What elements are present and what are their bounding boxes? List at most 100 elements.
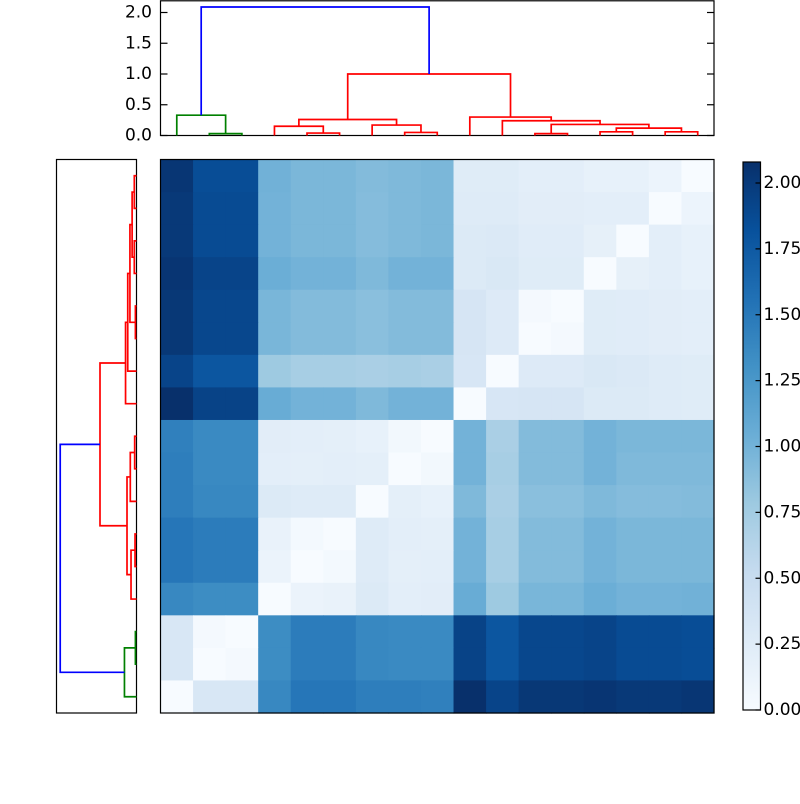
heatmap-cell [486, 257, 519, 290]
heatmap-cell [161, 680, 194, 713]
heatmap-cell [584, 680, 617, 713]
heatmap-cell [681, 160, 714, 193]
heatmap-cell [291, 420, 324, 453]
heatmap-cell [454, 322, 487, 355]
heatmap-cell [258, 615, 291, 648]
heatmap-cell [323, 485, 356, 518]
heatmap-cell [519, 615, 552, 648]
heatmap-cell [291, 225, 324, 258]
heatmap-cell [519, 680, 552, 713]
heatmap-cell [226, 485, 259, 518]
heatmap-cell [258, 453, 291, 486]
heatmap-cell [193, 290, 226, 323]
heatmap-cell [421, 355, 454, 388]
heatmap-cell [226, 453, 259, 486]
heatmap-cell [356, 453, 389, 486]
heatmap-cell [388, 322, 421, 355]
heatmap-cell [323, 160, 356, 193]
heatmap-cell [226, 550, 259, 583]
dendrogram-link [274, 126, 323, 135]
heatmap-cell [258, 387, 291, 420]
heatmap-cell [291, 257, 324, 290]
heatmap-cell [388, 453, 421, 486]
heatmap-cell [649, 453, 682, 486]
top-dendrogram [161, 1, 715, 136]
heatmap-cell [551, 680, 584, 713]
heatmap-cell [616, 257, 649, 290]
heatmap-cell [584, 257, 617, 290]
heatmap-cell [454, 453, 487, 486]
heatmap-cell [519, 160, 552, 193]
heatmap-cell [356, 387, 389, 420]
colorbar-tick-label: 0.50 [764, 568, 800, 588]
heatmap-cell [584, 192, 617, 225]
heatmap-cell [649, 160, 682, 193]
heatmap-cell [291, 485, 324, 518]
heatmap-cell [681, 485, 714, 518]
colorbar-tick-label: 0.25 [764, 634, 800, 654]
colorbar-tick-label: 2.00 [764, 173, 800, 193]
heatmap-cell [681, 680, 714, 713]
heatmap-cell [258, 583, 291, 616]
heatmap-cell [584, 518, 617, 551]
heatmap-cell [258, 355, 291, 388]
heatmap-cell [226, 615, 259, 648]
heatmap-cell [486, 453, 519, 486]
heatmap-cell [519, 550, 552, 583]
heatmap-cell [616, 518, 649, 551]
heatmap-cell [356, 160, 389, 193]
heatmap-cell [454, 583, 487, 616]
dendrogram-link [130, 453, 136, 502]
heatmap-cell [616, 160, 649, 193]
heatmap-cell [258, 648, 291, 681]
colorbar-bar [743, 162, 761, 710]
dendrogram-link [348, 74, 511, 120]
heatmap-cell [486, 290, 519, 323]
heatmap-cell [584, 160, 617, 193]
heatmap-cell [258, 192, 291, 225]
heatmap-cell [193, 225, 226, 258]
left-dendrogram-panel [57, 160, 137, 714]
heatmap-cell [551, 160, 584, 193]
heatmap-cell [551, 192, 584, 225]
heatmap-cell [388, 355, 421, 388]
heatmap-cell [454, 518, 487, 551]
heatmap-cell [681, 453, 714, 486]
heatmap-cell [584, 485, 617, 518]
heatmap-cell [323, 192, 356, 225]
heatmap-cell [258, 680, 291, 713]
heatmap-cell [323, 648, 356, 681]
heatmap-cell [421, 225, 454, 258]
heatmap-cell [388, 615, 421, 648]
heatmap-cell [551, 615, 584, 648]
heatmap-cell [616, 485, 649, 518]
heatmap-cell [519, 518, 552, 551]
heatmap-cell [551, 550, 584, 583]
heatmap-cell [193, 420, 226, 453]
heatmap-cell [421, 420, 454, 453]
heatmap-cell [388, 387, 421, 420]
heatmap-cell [486, 420, 519, 453]
heatmap-cell [226, 225, 259, 258]
heatmap-cell [486, 485, 519, 518]
heatmap-cell [584, 225, 617, 258]
heatmap-cell [486, 550, 519, 583]
heatmap-cell [161, 420, 194, 453]
heatmap-cell [356, 518, 389, 551]
heatmap-cell [649, 518, 682, 551]
heatmap-cell [291, 453, 324, 486]
heatmap-cell [681, 615, 714, 648]
heatmap-cell [323, 420, 356, 453]
heatmap-cell [649, 420, 682, 453]
heatmap-cell [519, 192, 552, 225]
heatmap-cell [454, 355, 487, 388]
heatmap-cell [454, 257, 487, 290]
heatmap-cell [161, 485, 194, 518]
heatmap-cell [421, 648, 454, 681]
heatmap-cell [649, 583, 682, 616]
heatmap-cell [551, 322, 584, 355]
heatmap-cell [584, 355, 617, 388]
heatmap-cell [226, 583, 259, 616]
heatmap-cell [486, 387, 519, 420]
heatmap-cell [486, 680, 519, 713]
